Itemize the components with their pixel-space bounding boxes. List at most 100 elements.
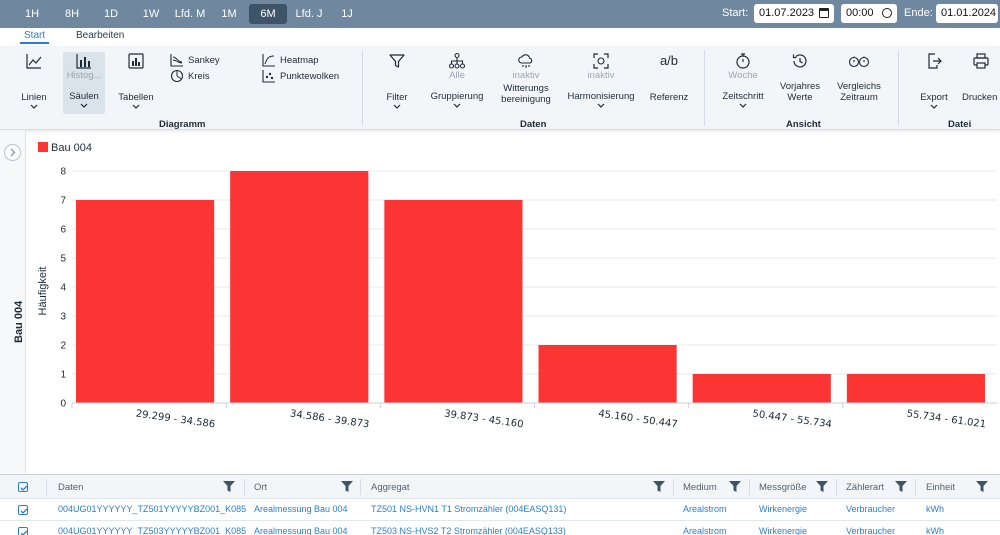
- header-daten[interactable]: Daten: [58, 482, 84, 493]
- column-separator: [673, 479, 674, 495]
- diagramm-group-label: Diagramm: [159, 119, 206, 130]
- range-1w-button[interactable]: 1W: [142, 8, 160, 20]
- cell-aggregat[interactable]: TZ501 NS-HVN1 T1 Stromzähler (004EASQ131…: [371, 504, 567, 514]
- histogram-bar[interactable]: [76, 200, 215, 403]
- check-icon: [20, 485, 28, 491]
- range-6m-button[interactable]: 6M: [249, 4, 287, 24]
- linien-button[interactable]: Linien: [14, 52, 54, 110]
- header-aggregat[interactable]: Aggregat: [371, 482, 410, 493]
- cell-zaehlerart[interactable]: Verbraucher: [846, 504, 896, 514]
- header-zaehlerart[interactable]: Zählerart: [846, 482, 885, 493]
- header-medium[interactable]: Medium: [683, 482, 717, 493]
- filter-icon[interactable]: [816, 481, 828, 492]
- filter-icon[interactable]: [341, 481, 353, 492]
- end-date-input[interactable]: 01.01.2024: [936, 4, 998, 23]
- end-label: Ende:: [904, 7, 933, 19]
- punktewolken-button[interactable]: Punktewolken: [262, 70, 342, 83]
- row-checkbox[interactable]: [18, 505, 28, 515]
- y-axis-title: Häufigkeit: [37, 267, 49, 316]
- range-1j-button[interactable]: 1J: [341, 8, 353, 20]
- y-axis-ticks: 0 1 2 3 4 5 6 7 8: [60, 167, 66, 410]
- select-all-checkbox[interactable]: [18, 482, 28, 492]
- cell-medium[interactable]: Arealstrom: [683, 526, 727, 535]
- saeulen-button[interactable]: Histog... Säulen: [63, 52, 105, 114]
- range-1h-button[interactable]: 1H: [24, 8, 40, 20]
- export-button[interactable]: Export: [914, 52, 954, 110]
- histogram-bar[interactable]: [692, 374, 831, 403]
- calendar-icon[interactable]: [819, 8, 829, 18]
- zeitschritt-woche-label: Woche: [728, 70, 758, 81]
- cell-aggregat[interactable]: TZ503 NS-HVS2 T2 Stromzähler (004EASQ133…: [371, 526, 566, 535]
- cell-ort[interactable]: Arealmessung Bau 004: [254, 504, 348, 514]
- harmonisierung-button[interactable]: inaktiv Harmonisierung: [566, 52, 636, 109]
- zeitschritt-button[interactable]: Woche Zeitschritt: [716, 52, 770, 109]
- check-icon: [20, 508, 28, 514]
- start-time-input[interactable]: 00:00: [841, 4, 897, 23]
- daten-group-label: Daten: [520, 119, 547, 130]
- expand-panel-button[interactable]: [4, 144, 21, 161]
- y-tick-label: 3: [60, 312, 66, 323]
- x-tick-label: 50.447 - 55.734: [752, 409, 833, 431]
- legend-label[interactable]: Bau 004: [51, 142, 92, 154]
- x-tick-label: 45.160 - 50.447: [598, 409, 679, 431]
- tab-start[interactable]: Start: [20, 30, 50, 44]
- histogram-bar[interactable]: [538, 345, 677, 403]
- gruppierung-button[interactable]: Alle Gruppierung: [426, 52, 488, 109]
- header-ort[interactable]: Ort: [254, 482, 268, 493]
- cell-messgroesse[interactable]: Wirkenergie: [759, 504, 808, 514]
- histogram-bar[interactable]: [230, 171, 369, 403]
- cell-messgroesse[interactable]: Wirkenergie: [759, 526, 808, 535]
- column-separator: [915, 479, 916, 495]
- range-lfd-j-button[interactable]: Lfd. J: [295, 8, 323, 20]
- range-8h-button[interactable]: 8H: [64, 8, 80, 20]
- range-lfd-m-button[interactable]: Lfd. M: [174, 8, 206, 20]
- range-1d-button[interactable]: 1D: [103, 8, 119, 20]
- stopwatch-icon: [736, 53, 750, 69]
- drucken-button[interactable]: Drucken: [962, 52, 1000, 103]
- column-separator: [749, 479, 750, 495]
- row-checkbox[interactable]: [18, 527, 28, 535]
- histogram-bar[interactable]: [384, 200, 523, 403]
- histogram-label: Histog...: [66, 70, 102, 81]
- table-row[interactable]: 004UG01YYYYYY_TZ501YYYYYBZ001_K085 Areal…: [0, 499, 1000, 521]
- range-1m-button[interactable]: 1M: [221, 8, 237, 20]
- cell-einheit[interactable]: kWh: [926, 526, 944, 535]
- vorjahres-werte-button[interactable]: Vorjahres Werte: [776, 52, 824, 103]
- time-range-toolbar: 1H 8H 1D 1W Lfd. M 1M 6M Lfd. J 1J Start…: [0, 0, 1000, 28]
- filter-icon[interactable]: [653, 481, 665, 492]
- pie-chart-icon: [170, 69, 184, 83]
- sankey-button[interactable]: Sankey: [170, 54, 240, 67]
- cell-zaehlerart[interactable]: Verbraucher: [846, 526, 896, 535]
- filter-icon[interactable]: [223, 481, 235, 492]
- cell-ort[interactable]: Arealmessung Bau 004: [254, 526, 348, 535]
- referenz-button[interactable]: a/b Referenz: [646, 52, 692, 103]
- vergleichs-zeitraum-button[interactable]: Vergleichs Zeitraum: [832, 52, 886, 103]
- bar-chart-icon: [76, 54, 91, 69]
- end-date-value: 01.01.2024: [941, 7, 997, 19]
- filter-icon[interactable]: [729, 481, 741, 492]
- start-date-input[interactable]: 01.07.2023: [754, 4, 834, 23]
- cell-medium[interactable]: Arealstrom: [683, 504, 727, 514]
- clock-icon[interactable]: [882, 8, 892, 18]
- tabellen-button[interactable]: Tabellen: [114, 52, 158, 110]
- header-messgroesse[interactable]: Messgröße: [759, 482, 807, 493]
- witterung-button[interactable]: inaktiv Witterungs bereinigung: [496, 52, 556, 105]
- cell-daten[interactable]: 004UG01YYYYYY_TZ503YYYYYBZ001_K085: [58, 526, 247, 535]
- table-chart-icon: [128, 53, 144, 69]
- histogram-bar[interactable]: [846, 374, 985, 403]
- heatmap-icon: [262, 54, 275, 67]
- heatmap-button[interactable]: Heatmap: [262, 54, 342, 67]
- tab-bearbeiten[interactable]: Bearbeiten: [76, 30, 125, 41]
- chevron-down-icon: [930, 104, 938, 109]
- y-tick-label: 2: [60, 341, 66, 352]
- kreis-button[interactable]: Kreis: [170, 69, 240, 83]
- ansicht-group-label: Ansicht: [786, 119, 821, 130]
- filter-icon[interactable]: [895, 481, 907, 492]
- header-einheit[interactable]: Einheit: [926, 482, 956, 493]
- cell-daten[interactable]: 004UG01YYYYYY_TZ501YYYYYBZ001_K085: [58, 504, 247, 514]
- filter-icon[interactable]: [976, 481, 988, 492]
- cell-einheit[interactable]: kWh: [926, 504, 944, 514]
- start-time-value: 00:00: [846, 7, 874, 19]
- filter-button[interactable]: Filter: [380, 52, 414, 110]
- table-row[interactable]: 004UG01YYYYYY_TZ503YYYYYBZ001_K085 Areal…: [0, 521, 1000, 535]
